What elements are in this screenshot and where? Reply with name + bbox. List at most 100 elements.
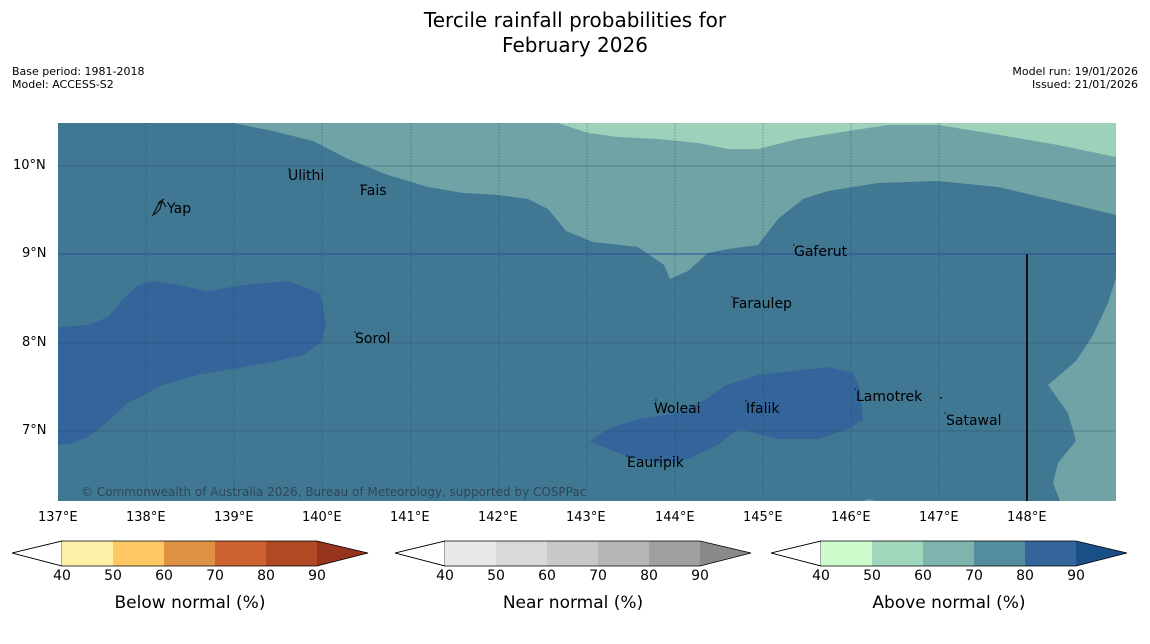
place-label-ifalik: Ifalik: [746, 401, 780, 417]
above-50-60-region: [558, 123, 1116, 157]
marker-fais: [360, 184, 362, 186]
lon-label-143e: 143°E: [566, 510, 606, 525]
place-labels: Ulithi Fais Yap Gaferut Faraulep Sorol L…: [166, 168, 1001, 471]
above-colorbar-outline: [771, 540, 1128, 567]
lat-label-9n: 9°N: [22, 246, 47, 261]
below-tick-90: 90: [308, 568, 326, 584]
place-label-ulithi: Ulithi: [288, 168, 324, 184]
marker-sorol: [354, 331, 356, 333]
lon-label-142e: 142°E: [478, 510, 518, 525]
marker-ifalik: [745, 400, 747, 402]
above-swatch-extend-low: [771, 540, 822, 567]
yap-island-shape: [151, 198, 167, 217]
colorbar-above: [771, 540, 1128, 567]
marker-lamotrek-dot: [940, 397, 942, 399]
marker-gaferut: [793, 244, 795, 246]
lon-label-139e: 139°E: [214, 510, 254, 525]
near-swatch-50-60: [496, 541, 547, 566]
above-tick-40: 40: [812, 568, 830, 584]
marker-satawal: [944, 412, 946, 414]
place-label-sorol: Sorol: [355, 331, 390, 347]
near-swatch-extend-low: [395, 540, 446, 567]
near-tick-40: 40: [436, 568, 454, 584]
small-light-patch: [863, 499, 876, 501]
above-colorbar-label: Above normal (%): [872, 593, 1026, 613]
marker-eauripik: [626, 455, 628, 457]
above-tick-70: 70: [965, 568, 983, 584]
near-tick-80: 80: [640, 568, 658, 584]
below-swatch-extend-low: [12, 540, 63, 567]
above-swatch-70-80: [974, 541, 1025, 566]
below-colorbar-label: Below normal (%): [114, 593, 266, 613]
near-swatch-40-50: [445, 541, 496, 566]
map-title-line2: February 2026: [502, 33, 648, 57]
below-tick-70: 70: [206, 568, 224, 584]
place-label-gaferut: Gaferut: [794, 244, 848, 260]
below-swatch-60-70: [164, 541, 215, 566]
place-markers: [288, 168, 946, 457]
below-swatch-40-50: [62, 541, 113, 566]
place-label-woleai: Woleai: [654, 401, 701, 417]
below-swatch-extend-high: [317, 541, 368, 566]
map-panel: Ulithi Fais Yap Gaferut Faraulep Sorol L…: [58, 123, 1116, 501]
meta-right: Model run: 19/01/2026 Issued: 21/01/2026: [1012, 65, 1138, 91]
meta-left: Base period: 1981-2018 Model: ACCESS-S2: [12, 65, 144, 91]
near-tick-90: 90: [691, 568, 709, 584]
below-tick-60: 60: [155, 568, 173, 584]
below-swatch-70-80: [215, 541, 266, 566]
near-swatch-70-80: [598, 541, 649, 566]
lon-label-146e: 146°E: [831, 510, 871, 525]
place-label-eauripik: Eauripik: [627, 455, 685, 471]
marker-faraulep: [731, 296, 733, 298]
place-label-satawal: Satawal: [946, 413, 1001, 429]
model-run-text: Model run: 19/01/2026: [1012, 65, 1138, 78]
above-swatch-80-90: [1025, 541, 1076, 566]
above-80-90-region-west: [58, 281, 326, 445]
lon-label-145e: 145°E: [743, 510, 783, 525]
below-tick-50: 50: [104, 568, 122, 584]
copyright-text: © Commonwealth of Australia 2026, Bureau…: [81, 485, 586, 499]
near-swatch-extend-high: [700, 541, 751, 566]
lat-label-7n: 7°N: [22, 423, 47, 438]
lon-label-140e: 140°E: [302, 510, 342, 525]
marker-ulithi: [288, 168, 290, 170]
above-tick-60: 60: [914, 568, 932, 584]
lon-label-138e: 138°E: [126, 510, 166, 525]
below-swatch-80-90: [266, 541, 317, 566]
above-tick-50: 50: [863, 568, 881, 584]
lon-label-148e: 148°E: [1007, 510, 1047, 525]
place-label-fais: Fais: [360, 183, 387, 199]
above-tick-80: 80: [1016, 568, 1034, 584]
above-swatch-40-50: [821, 541, 872, 566]
place-label-lamotrek: Lamotrek: [856, 389, 923, 405]
model-text: Model: ACCESS-S2: [12, 78, 114, 91]
above-tick-90: 90: [1067, 568, 1085, 584]
near-swatch-60-70: [547, 541, 598, 566]
above-swatch-50-60: [872, 541, 923, 566]
below-tick-80: 80: [257, 568, 275, 584]
lat-label-8n: 8°N: [22, 335, 47, 350]
lat-label-10n: 10°N: [13, 158, 46, 173]
near-tick-60: 60: [538, 568, 556, 584]
below-swatch-50-60: [113, 541, 164, 566]
near-tick-50: 50: [487, 568, 505, 584]
colorbar-near: [395, 540, 752, 567]
near-tick-70: 70: [589, 568, 607, 584]
above-80-90-region-south: [590, 367, 863, 463]
above-60-70-region-east: [1048, 278, 1116, 501]
above-swatch-extend-high: [1076, 541, 1127, 566]
lon-label-144e: 144°E: [655, 510, 695, 525]
marker-woleai: [655, 399, 657, 401]
lon-label-141e: 141°E: [390, 510, 430, 525]
lon-label-147e: 147°E: [919, 510, 959, 525]
colorbar-below: [12, 540, 369, 567]
near-colorbar-label: Near normal (%): [502, 593, 644, 613]
above-swatch-60-70: [923, 541, 974, 566]
base-period-text: Base period: 1981-2018: [12, 65, 145, 78]
above-60-70-region-north: [233, 123, 1116, 279]
place-label-yap: Yap: [166, 201, 191, 217]
below-colorbar-outline: [12, 540, 369, 567]
marker-lamotrek: [854, 388, 856, 390]
map-title-line1: Tercile rainfall probabilities for: [423, 8, 727, 32]
place-label-faraulep: Faraulep: [732, 296, 792, 312]
